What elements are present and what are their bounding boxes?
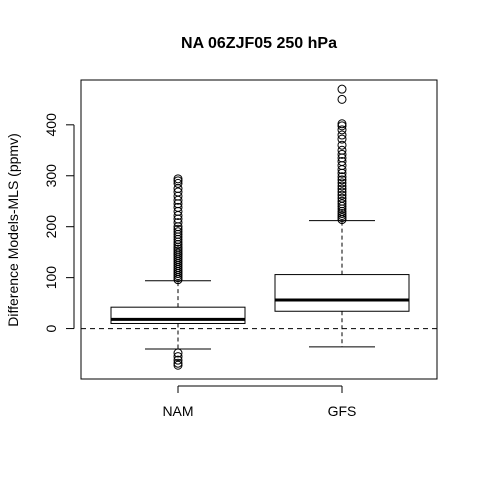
y-tick-label: 200: [43, 215, 59, 239]
outlier-point: [337, 130, 347, 140]
outlier-point: [337, 184, 347, 194]
box-group: [110, 84, 410, 370]
outlier-point: [337, 145, 347, 155]
x-tick-label: NAM: [162, 403, 193, 419]
outlier-point: [337, 175, 347, 185]
outlier-point: [337, 199, 347, 209]
outlier-point: [173, 202, 183, 212]
outlier-point: [337, 94, 347, 104]
x-axis: NAM GFS: [162, 385, 357, 419]
outlier-point: [337, 190, 347, 200]
box-gfs: [274, 84, 410, 348]
x-tick-label: GFS: [328, 403, 357, 419]
y-tick-label: 400: [43, 113, 59, 137]
outlier-point: [173, 187, 183, 197]
outlier-point: [173, 352, 183, 362]
outlier-point: [337, 140, 347, 150]
outlier-point: [173, 224, 183, 234]
outlier-point: [337, 172, 347, 182]
outlier-point: [173, 174, 183, 184]
y-tick-label: 100: [43, 266, 59, 290]
y-tick-label: 300: [43, 164, 59, 188]
outlier-point: [337, 156, 347, 166]
outlier-point: [337, 178, 347, 188]
outlier-point: [173, 227, 183, 237]
outlier-point: [337, 181, 347, 191]
interquartile-box: [110, 306, 246, 324]
plot-frame: [80, 79, 438, 380]
outlier-point: [337, 125, 347, 135]
y-tick-label: 0: [43, 324, 59, 332]
interquartile-box: [274, 274, 410, 312]
outlier-point: [337, 84, 347, 94]
outlier-point: [173, 348, 183, 358]
box-nam: [110, 174, 246, 370]
y-axis-label: Difference Models-MLS (ppmv): [5, 133, 21, 326]
outlier-point: [337, 193, 347, 203]
outlier-point: [337, 196, 347, 206]
outlier-point: [173, 218, 183, 228]
outlier-point: [337, 134, 347, 144]
chart-title: NA 06ZJF05 250 hPa: [181, 35, 337, 52]
outlier-point: [337, 149, 347, 159]
outlier-point: [337, 119, 347, 129]
outlier-point: [337, 187, 347, 197]
outlier-point: [173, 178, 183, 188]
y-axis: 0 100 200 300 400: [43, 113, 75, 332]
outlier-point: [173, 360, 183, 370]
outlier-point: [173, 355, 183, 365]
